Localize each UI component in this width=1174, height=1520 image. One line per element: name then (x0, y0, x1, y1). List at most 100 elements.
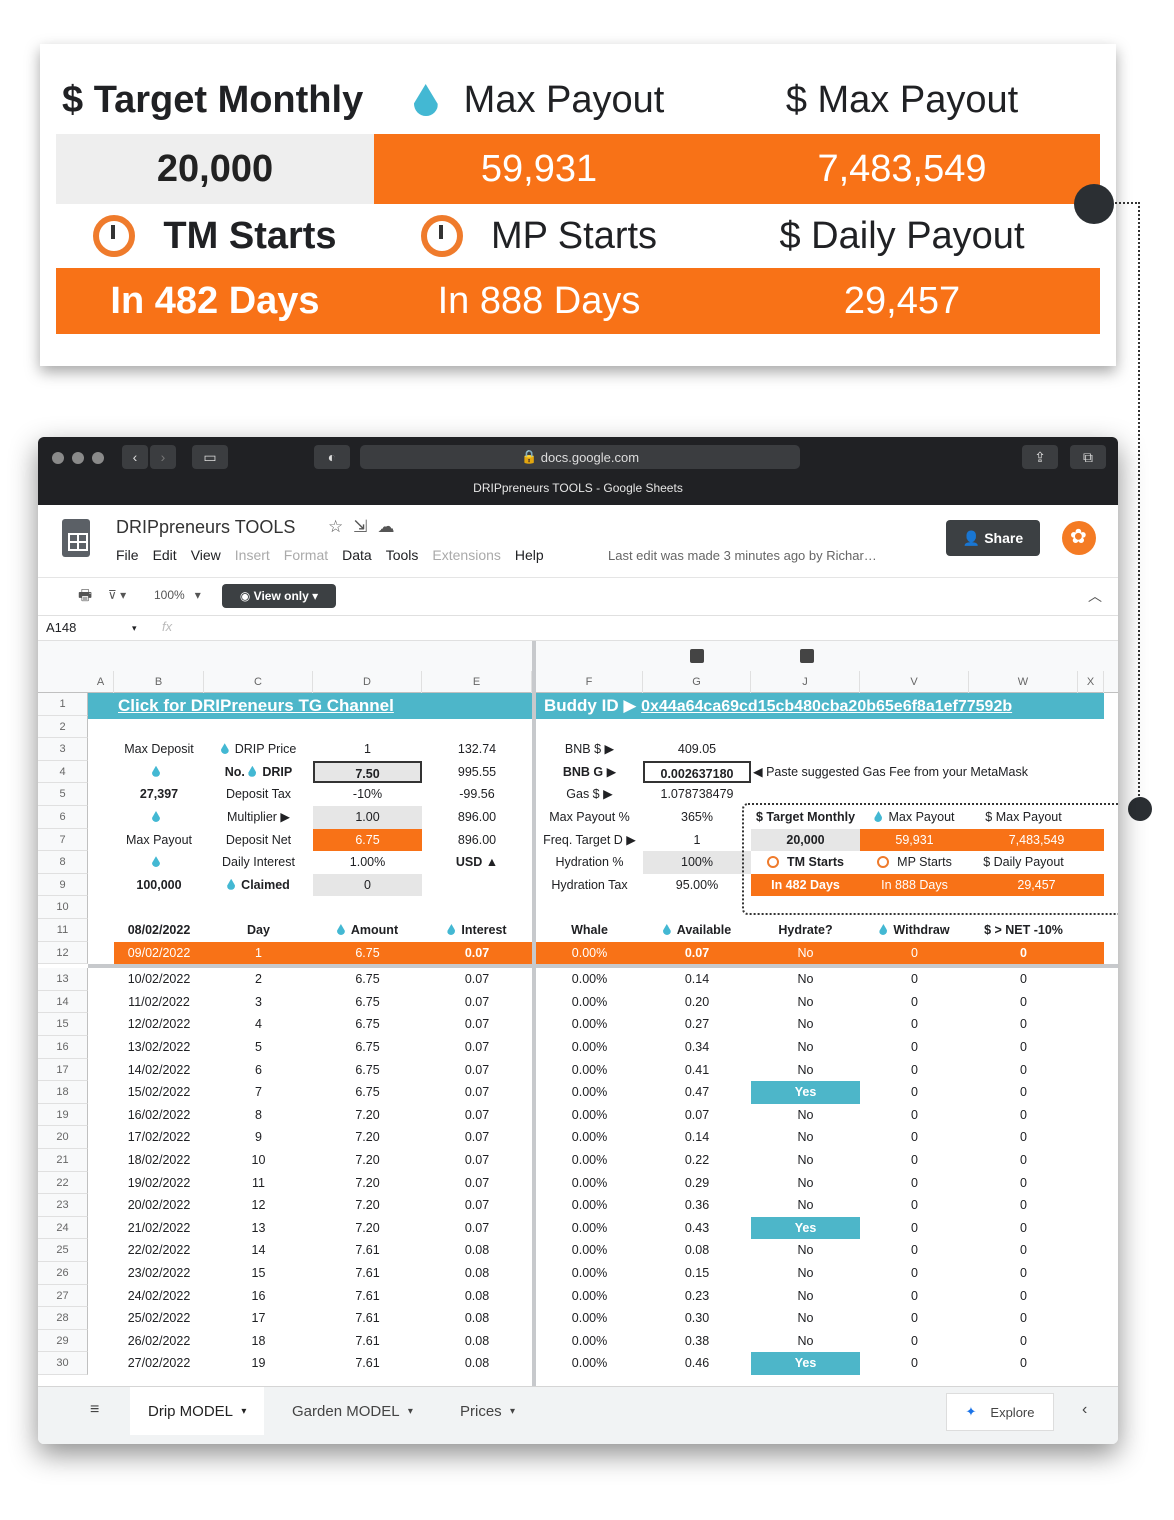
row-number[interactable]: 5 (38, 783, 88, 806)
table-cell[interactable]: 6.75 (355, 994, 380, 1009)
table-cell[interactable]: 15/02/2022 (127, 1085, 191, 1100)
table-cell[interactable]: 0.08 (464, 1288, 490, 1303)
table-cell[interactable]: 0.07 (464, 1062, 490, 1077)
table-cell[interactable]: 7.61 (355, 1288, 380, 1303)
table-cell[interactable]: 6.75 (313, 941, 422, 965)
table-cell[interactable]: 10/02/2022 (127, 972, 191, 987)
row-number[interactable]: 18 (38, 1081, 88, 1104)
table-cell[interactable]: 0.22 (684, 1153, 710, 1167)
table-cell[interactable]: 0 (911, 1311, 918, 1326)
table-cell[interactable]: 0.00% (571, 1333, 608, 1348)
table-cell[interactable]: 0.07 (422, 941, 532, 965)
table-cell[interactable]: 0 (1020, 1311, 1027, 1326)
table-cell[interactable]: 7.20 (355, 1153, 380, 1167)
back-icon[interactable]: ‹ (122, 445, 148, 469)
cloud-icon[interactable]: ☁ (377, 517, 405, 536)
row-number[interactable]: 22 (38, 1171, 88, 1195)
table-cell[interactable]: 12 (251, 1198, 266, 1213)
row-number[interactable]: 7 (38, 828, 88, 852)
table-cell[interactable]: 0.00% (571, 1288, 608, 1303)
table-cell[interactable]: 1 (204, 941, 313, 965)
table-cell[interactable]: 0.08 (464, 1333, 490, 1348)
table-cell[interactable]: 0.15 (684, 1266, 710, 1280)
zoom-select[interactable]: 100% ▾ (154, 588, 201, 602)
move-icon[interactable]: ⇲ (353, 517, 378, 536)
tg-channel-link[interactable]: Click for DRIPreneurs TG Channel (118, 696, 394, 715)
table-cell[interactable]: 0 (911, 972, 918, 987)
table-cell[interactable]: 0 (911, 1040, 918, 1054)
table-cell[interactable]: 27/02/2022 (127, 1356, 191, 1371)
menu-edit[interactable]: Edit (152, 547, 177, 563)
menu-view[interactable]: View (190, 547, 221, 563)
table-cell[interactable]: No (797, 1198, 814, 1213)
table-cell[interactable]: 6.75 (355, 1017, 380, 1032)
table-cell[interactable]: 0 (911, 1198, 918, 1213)
table-cell[interactable]: 17 (251, 1311, 266, 1326)
table-cell[interactable]: 6.75 (355, 1062, 380, 1077)
table-cell[interactable]: 0.08 (464, 1266, 490, 1280)
table-cell[interactable]: 0 (1020, 1040, 1027, 1054)
table-cell[interactable]: 0.00% (571, 1311, 608, 1326)
collapse-sidebar-icon[interactable]: ‹ (1082, 1401, 1088, 1418)
table-cell[interactable]: 6.75 (355, 1040, 380, 1054)
table-cell[interactable]: 0 (1020, 1243, 1027, 1258)
table-cell[interactable]: 13/02/2022 (127, 1040, 191, 1054)
row-number[interactable]: 4 (38, 760, 88, 784)
row-number[interactable]: 6 (38, 806, 88, 829)
row-number[interactable]: 17 (38, 1058, 88, 1082)
table-cell[interactable]: 0.07 (643, 941, 751, 965)
table-cell[interactable]: 7 (255, 1085, 262, 1100)
menu-help[interactable]: Help (514, 547, 544, 563)
row-number[interactable]: 12 (38, 941, 88, 965)
table-cell[interactable]: 0.00% (571, 1175, 608, 1190)
column-header-j[interactable]: J (751, 671, 860, 693)
table-cell[interactable]: 0.00% (571, 1040, 608, 1054)
table-cell[interactable]: 19/02/2022 (127, 1175, 191, 1190)
filter-icon[interactable]: ⊽ ▾ (108, 588, 127, 602)
table-cell[interactable]: 0 (1020, 1062, 1027, 1077)
forward-icon[interactable]: › (150, 445, 176, 469)
privacy-icon[interactable]: ◐ (314, 445, 350, 469)
view-only-button[interactable]: ◉ View only ▾ (222, 584, 336, 608)
table-cell[interactable]: 0.08 (684, 1243, 710, 1258)
table-cell[interactable]: 0 (911, 1266, 918, 1280)
table-cell[interactable]: 0.07 (464, 1085, 490, 1100)
name-box[interactable]: A148 (46, 620, 77, 635)
table-cell[interactable]: Yes (751, 1216, 860, 1240)
table-cell[interactable]: 0 (1020, 1220, 1027, 1235)
table-cell[interactable]: 0 (911, 1017, 918, 1032)
all-sheets-icon[interactable]: ≡ (90, 1401, 100, 1418)
table-cell[interactable]: 0.29 (684, 1175, 710, 1190)
table-cell[interactable]: 16/02/2022 (127, 1107, 191, 1122)
menu-file[interactable]: File (116, 547, 139, 563)
table-cell[interactable]: 0.30 (684, 1311, 710, 1326)
table-cell[interactable]: 14/02/2022 (127, 1062, 191, 1077)
table-cell[interactable]: 13 (251, 1220, 266, 1235)
table-cell[interactable]: 0 (911, 1288, 918, 1303)
row-number[interactable]: 13 (38, 968, 88, 991)
table-cell[interactable]: 0 (1020, 972, 1027, 987)
table-cell[interactable]: 0 (1020, 1085, 1027, 1100)
table-cell[interactable]: 26/02/2022 (127, 1333, 191, 1348)
table-cell[interactable]: No (797, 1107, 814, 1122)
menu-extensions[interactable]: Extensions (432, 547, 501, 563)
row-number[interactable]: 19 (38, 1103, 88, 1127)
table-cell[interactable]: 0.00% (571, 1017, 608, 1032)
row-number[interactable]: 29 (38, 1329, 88, 1353)
row-number[interactable]: 11 (38, 919, 88, 942)
table-cell[interactable]: 0.07 (464, 1198, 490, 1213)
minimize-dot[interactable] (72, 452, 84, 464)
table-cell[interactable]: 23/02/2022 (127, 1266, 191, 1280)
table-cell[interactable]: 0 (860, 941, 969, 965)
table-cell[interactable]: 0 (1020, 1266, 1027, 1280)
column-header-d[interactable]: D (313, 671, 422, 693)
table-cell[interactable]: 0 (911, 1175, 918, 1190)
row-number[interactable]: 1 (38, 693, 88, 716)
table-cell[interactable]: 12/02/2022 (127, 1017, 191, 1032)
table-cell[interactable]: 0.14 (684, 972, 710, 987)
table-cell[interactable]: 0 (1020, 1198, 1027, 1213)
table-cell[interactable]: 0 (911, 1243, 918, 1258)
table-cell[interactable]: 0 (1020, 1175, 1027, 1190)
expand-group-icon[interactable] (800, 649, 814, 663)
